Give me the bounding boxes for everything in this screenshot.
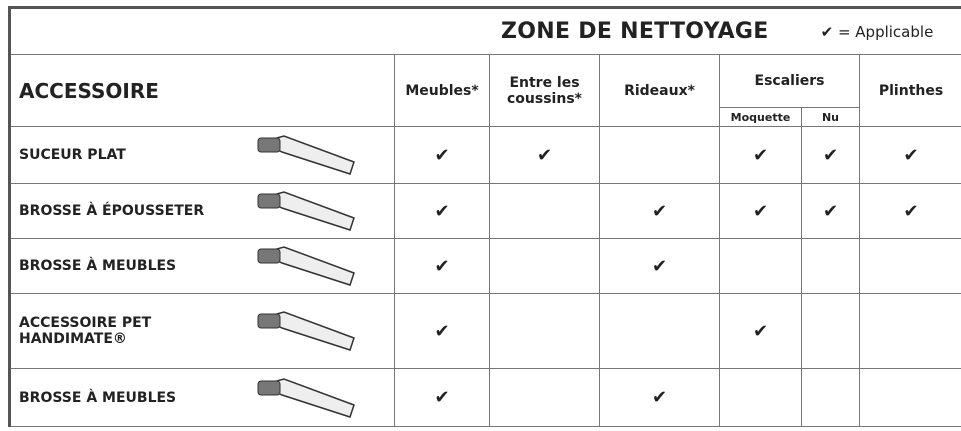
check-cell: [801, 368, 860, 427]
accessory-icon: [257, 311, 355, 351]
check-cell: ✔: [801, 183, 860, 239]
table-row: BROSSE À MEUBLES ✔ ✔: [8, 238, 961, 294]
check-mark: ✔: [434, 144, 450, 166]
check-cell: [858, 368, 961, 427]
row-name-cell: BROSSE À MEUBLES: [8, 368, 395, 427]
check-cell: [489, 238, 600, 294]
check-mark: ✔: [752, 320, 769, 342]
check-mark: ✔: [434, 320, 450, 342]
row-name: BROSSE À MEUBLES: [19, 258, 177, 274]
icon-shape: [257, 193, 281, 209]
row-name-cell: BROSSE À ÉPOUSSETER: [8, 183, 395, 239]
row-name: BROSSE À ÉPOUSSETER: [19, 203, 205, 219]
column-header: Plinthes: [858, 54, 961, 127]
check-cell: ✔: [599, 368, 720, 427]
check-mark: ✔: [434, 200, 450, 222]
table-row: ACCESSOIRE PET HANDIMATE® ✔ ✔: [8, 293, 961, 369]
row-name: SUCEUR PLAT: [19, 147, 126, 163]
column-header: ACCESSOIRE: [8, 54, 395, 127]
check-mark: ✔: [651, 387, 668, 408]
check-cell: ✔: [719, 293, 802, 369]
check-cell: [858, 238, 961, 294]
row-name-cell: BROSSE À MEUBLES: [8, 238, 395, 294]
check-cell: ✔: [719, 183, 802, 239]
check-mark: ✔: [822, 200, 839, 222]
check-cell: [719, 238, 802, 294]
check-cell: ✔: [719, 126, 802, 184]
check-cell: [599, 126, 720, 184]
column-header: Meubles*: [394, 54, 490, 127]
icon-shape: [257, 137, 281, 153]
check-cell: [719, 368, 802, 427]
table-row: BROSSE À ÉPOUSSETER ✔ ✔ ✔ ✔ ✔: [8, 183, 961, 239]
accessory-icon: [257, 246, 355, 286]
column-header: Escaliers: [719, 54, 860, 108]
table-row: BROSSE À MEUBLES ✔ ✔: [8, 368, 961, 427]
subcolumn-header: Moquette: [719, 107, 802, 127]
accessory-icon: [257, 377, 355, 418]
check-cell: [489, 183, 600, 239]
check-cell: ✔: [801, 126, 860, 184]
title-wrap: ZONE DE NETTOYAGE ✔ = Applicable: [11, 9, 961, 54]
header-row: ACCESSOIRE Meubles* Entre les coussins* …: [8, 54, 961, 127]
accessory-icon: [257, 135, 355, 175]
check-cell: ✔: [489, 126, 600, 184]
check-cell: ✔: [858, 183, 961, 239]
check-mark: ✔: [752, 144, 769, 166]
cleaning-table: ZONE DE NETTOYAGE ✔ = Applicable ACCESSO…: [7, 6, 961, 427]
check-mark: ✔: [651, 200, 668, 222]
zone-title: ZONE DE NETTOYAGE: [501, 19, 769, 44]
row-name-cell: SUCEUR PLAT: [8, 126, 395, 184]
title-cell: ZONE DE NETTOYAGE ✔ = Applicable: [7, 6, 961, 55]
accessory-icon: [257, 191, 355, 231]
check-mark: ✔: [651, 255, 668, 277]
row-name-cell: ACCESSOIRE PET HANDIMATE®: [8, 293, 395, 369]
column-header: Rideaux*: [599, 54, 720, 127]
check-cell: [599, 293, 720, 369]
check-mark: ✔: [536, 144, 553, 166]
check-cell: ✔: [394, 183, 490, 239]
table-body: ZONE DE NETTOYAGE ✔ = Applicable ACCESSO…: [7, 6, 961, 427]
check-mark: ✔: [752, 200, 769, 222]
check-mark: ✔: [822, 144, 839, 166]
check-cell: ✔: [599, 183, 720, 239]
check-cell: ✔: [394, 238, 490, 294]
check-cell: ✔: [394, 368, 490, 427]
check-cell: ✔: [394, 293, 490, 369]
check-cell: [801, 293, 860, 369]
check-cell: [801, 238, 860, 294]
check-mark: ✔: [903, 144, 919, 166]
icon-shape: [257, 248, 281, 264]
check-mark: ✔: [903, 200, 919, 222]
row-name: BROSSE À MEUBLES: [19, 389, 177, 406]
column-header: Entre les coussins*: [489, 54, 600, 127]
icon-shape: [257, 380, 281, 395]
row-name: ACCESSOIRE PET HANDIMATE®: [19, 315, 152, 347]
check-cell: [489, 293, 600, 369]
check-mark: ✔: [434, 255, 450, 277]
table-row: SUCEUR PLAT ✔ ✔ ✔ ✔ ✔: [8, 126, 961, 184]
check-cell: [858, 293, 961, 369]
title-row: ZONE DE NETTOYAGE ✔ = Applicable: [7, 6, 961, 55]
check-mark: ✔: [434, 387, 450, 408]
icon-shape: [257, 313, 281, 329]
check-cell: ✔: [394, 126, 490, 184]
check-cell: ✔: [599, 238, 720, 294]
check-cell: ✔: [858, 126, 961, 184]
legend: ✔ = Applicable: [820, 22, 934, 41]
subcolumn-header: Nu: [801, 107, 860, 127]
check-cell: [489, 368, 600, 427]
